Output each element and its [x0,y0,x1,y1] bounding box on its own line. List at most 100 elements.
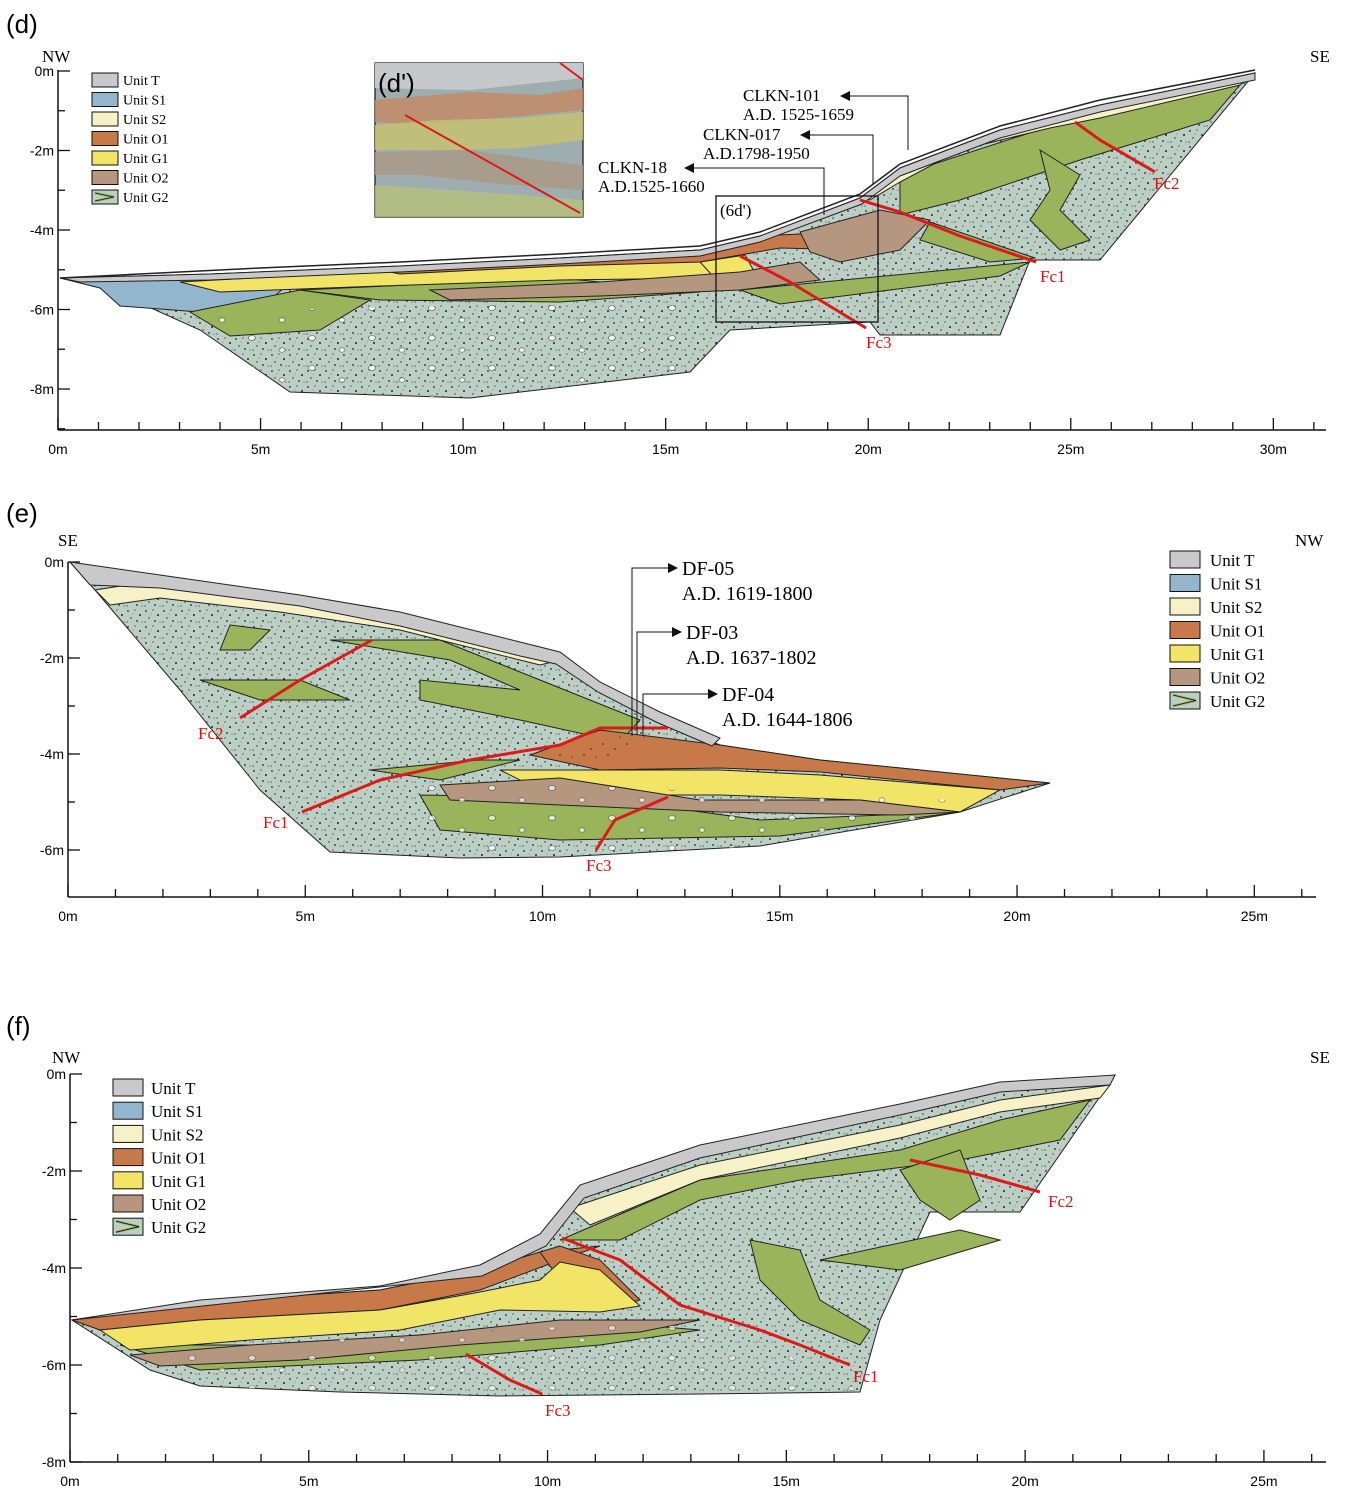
fault-label-fc2: Fc2 [198,724,224,743]
x-tick-label: 15m [652,441,679,457]
legend-label: Unit S2 [123,113,166,128]
x-tick-label: 30m [1260,441,1287,457]
legend-label: Unit S2 [1210,598,1262,617]
fault-label-fc3: Fc3 [866,333,892,352]
panel-f: (f) NW SE 0m 5m 10m 15m 20m 25m 0m -2m -4m -6m -8… [6,1011,1330,1489]
y-tick-label: -8m [42,1454,66,1470]
y-tick-label: -2m [30,143,54,159]
x-tick-label: 5m [299,1473,318,1489]
legend-swatch [1169,668,1201,686]
legend-swatch [1169,644,1201,663]
sample-clkn-017-id: CLKN-017 [703,125,781,144]
legend-swatch [91,131,119,146]
fault-fc3-trace [739,254,867,330]
sample-clkn-017-age: A.D.1798-1950 [703,144,810,163]
legend-swatch [112,1124,144,1143]
fault-label-fc2: Fc2 [1154,174,1180,193]
x-tick-label: 10m [449,441,476,457]
x-tick-label: 20m [1003,908,1030,924]
legend-label: Unit O1 [123,133,169,148]
fault-fc2-trace [1074,120,1156,174]
x-tick-label: 0m [58,908,77,924]
legend-swatch [112,1101,144,1120]
sample-clkn-101-id: CLKN-101 [743,86,820,105]
legend-label: Unit G1 [1210,645,1265,664]
legend-swatch [1169,597,1201,616]
x-tick-label: 5m [251,441,270,457]
sample-clkn-101-age: A.D. 1525-1659 [743,105,854,124]
legend-label: Unit S1 [151,1102,203,1121]
panel-f-faults: Fc2 Fc1 Fc3 [465,1158,1074,1420]
sample-clkn-18-age: A.D.1525-1660 [598,177,705,196]
panel-f-cross-section [70,1074,1117,1397]
fault-label-fc1: Fc1 [853,1367,879,1386]
x-tick-label: 20m [855,441,882,457]
fault-label-fc2: Fc2 [1048,1192,1074,1211]
panel-f-right-direction: SE [1310,1048,1330,1067]
y-tick-label: 0m [35,63,54,79]
legend-label: Unit S1 [1210,575,1262,594]
panel-d-faults: Fc1 Fc2 Fc3 [739,120,1180,352]
legend-swatch [91,150,119,166]
inset-d-prime: (d') [374,62,584,218]
legend-swatch [1169,621,1201,639]
panel-d-left-direction: NW [42,47,71,66]
inset-location-box [715,195,879,323]
legend-label: Unit G2 [123,191,169,206]
legend-swatch [91,170,119,185]
y-tick-label: 0m [47,1066,66,1082]
x-tick-label: 0m [48,441,67,457]
sample-df-05-age: A.D. 1619-1800 [682,583,813,605]
inset-location-label: (6d') [720,201,751,220]
panel-f-left-direction: NW [52,1048,81,1067]
legend-label: Unit S2 [151,1125,203,1144]
x-tick-label: 25m [1241,908,1268,924]
panel-e-axes [67,562,1316,898]
legend-label: Unit S1 [123,94,166,109]
fault-label-fc1: Fc1 [1040,267,1066,286]
x-tick-label: 0m [60,1473,79,1489]
panel-e-left-direction: SE [58,531,78,550]
panel-e-faults: Fc2 Fc1 Fc3 [198,638,669,875]
legend-label: Unit T [151,1079,196,1098]
fault-fc1-trace [859,198,1037,264]
legend-label: Unit T [1210,551,1255,570]
panel-e-legend: Unit T Unit S1 Unit S2 Unit O1 Unit G1 Unit O… [1169,550,1265,711]
legend-swatch [112,1194,144,1213]
legend-label: Unit O1 [151,1149,206,1168]
panel-f-label: (f) [6,1011,31,1041]
legend-label: Unit G1 [123,152,169,167]
legend-label: Unit O1 [1210,622,1265,641]
panel-e: (e) SE NW 0m 5m 10m 15m 20m 25m 0m -2m -4m -6m [6,498,1324,924]
y-tick-label: -2m [42,1163,66,1179]
fault-fc1-trace [301,726,668,814]
sample-df-05-id: DF-05 [682,558,734,580]
fault-fc2-trace [909,1158,1041,1194]
legend-label: Unit G2 [151,1218,206,1237]
legend-label: Unit O2 [1210,669,1265,688]
y-tick-label: -6m [42,1357,66,1373]
fault-label-fc3: Fc3 [586,856,612,875]
sample-df-04-id: DF-04 [722,684,774,706]
g2-symbol-outline [115,1220,140,1233]
panel-d-axes [57,70,1326,431]
panel-d-right-direction: SE [1310,47,1330,66]
y-tick-label: -2m [40,650,64,666]
y-tick-label: -8m [30,381,54,397]
legend-label: Unit O2 [151,1195,206,1214]
sample-clkn-18-id: CLKN-18 [598,158,667,177]
fault-fc3-trace [594,795,669,851]
panel-d-legend: Unit T Unit S1 Unit S2 Unit O1 Unit G1 Unit O… [91,72,169,206]
y-tick-label: -6m [30,302,54,318]
sample-df-03-id: DF-03 [686,622,738,644]
y-tick-label: -4m [30,222,54,238]
fault-label-fc3: Fc3 [545,1401,571,1420]
sample-df-03-age: A.D. 1637-1802 [686,647,817,669]
legend-label: Unit G1 [151,1172,206,1191]
legend-swatch [112,1171,144,1190]
inset-d-prime-label: (d') [378,68,415,98]
x-tick-label: 20m [1012,1473,1039,1489]
panel-f-legend: Unit T Unit S1 Unit S2 Unit O1 Unit G1 Unit O… [112,1078,206,1237]
y-tick-label: -4m [40,746,64,762]
fault-fc3-trace [465,1352,543,1396]
